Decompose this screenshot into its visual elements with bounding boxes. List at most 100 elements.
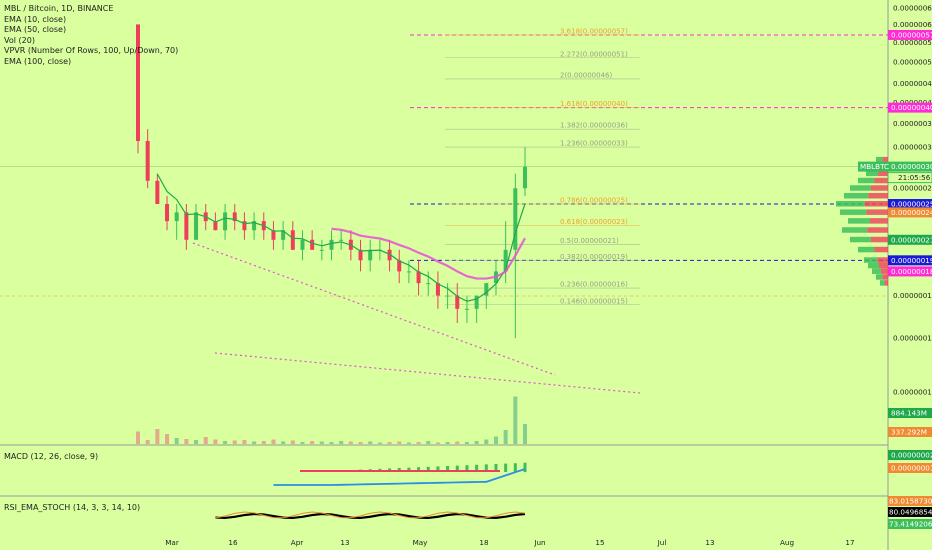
- legend-vpvr[interactable]: VPVR (Number Of Rows, 100, Up/Down, 70): [4, 46, 179, 55]
- ema50-line: [331, 227, 526, 280]
- vpvr-bar-down: [880, 268, 888, 274]
- legend-ema10[interactable]: EMA (10, close): [4, 14, 67, 24]
- price-tag-text: 0.00000057: [891, 30, 932, 39]
- candle-body: [339, 239, 344, 241]
- volume-bar: [203, 437, 208, 444]
- y-tick-label: 0.00000027: [893, 184, 932, 193]
- fib-label: 1.618(0.00000040): [560, 100, 628, 108]
- fib-label: 2.272(0.00000051): [560, 50, 628, 58]
- fib-label: 1.382(0.00000036): [560, 122, 628, 130]
- rsi-tag-text: 83.01587302: [889, 497, 932, 506]
- rsi-label[interactable]: RSI_EMA_STOCH (14, 3, 3, 14, 10): [4, 503, 141, 512]
- trendline-lower: [214, 352, 641, 394]
- candle-body: [281, 230, 286, 240]
- price-tag: [888, 199, 932, 210]
- legend-title[interactable]: MBL / Bitcoin, 1D, BINANCE: [4, 4, 114, 13]
- volume-bar: [397, 441, 402, 444]
- candle-body: [426, 283, 431, 285]
- fib-label: 0.786(0.00000025): [560, 197, 628, 205]
- fib-label: 0.618(0.00000023): [560, 218, 628, 226]
- macd-hist: [484, 464, 488, 472]
- volume-bars: [136, 396, 527, 444]
- vpvr-bar-up: [858, 177, 875, 184]
- macd-hist: [446, 466, 450, 472]
- macd-hist: [494, 464, 498, 472]
- candle-body: [484, 283, 489, 296]
- countdown-text: 21:05:56: [898, 173, 931, 182]
- price-tag: [888, 234, 932, 245]
- candle-body: [213, 221, 218, 231]
- price-tag: [888, 161, 932, 172]
- volume-bar: [348, 441, 353, 444]
- x-tick-label: Jun: [533, 538, 545, 547]
- volume-profile: [836, 156, 888, 286]
- y-tick-label: 0.00000037: [893, 119, 932, 128]
- y-tick-label: 0.00000055: [893, 38, 932, 47]
- legend-vol[interactable]: Vol (20): [4, 35, 35, 45]
- macd-tag: [888, 463, 932, 473]
- vpvr-bar-up: [858, 246, 875, 253]
- vpvr-bar-down: [874, 246, 888, 253]
- price-tag: [888, 255, 932, 266]
- legend-ema100[interactable]: EMA (100, close): [4, 56, 72, 66]
- vpvr-bar-down: [864, 201, 888, 207]
- volume-bar: [503, 430, 508, 444]
- macd-tag: [888, 450, 932, 460]
- candle-body: [445, 295, 450, 297]
- candle-body: [145, 140, 150, 181]
- volume-bar: [213, 439, 218, 444]
- volume-bar: [300, 442, 305, 444]
- y-tick-label: 0.00000041: [893, 98, 932, 107]
- volume-tag-text: 884.143M: [891, 409, 927, 418]
- symbol-tag-text: MBLBTC: [860, 162, 889, 171]
- candle-body: [155, 180, 160, 205]
- macd-hist: [475, 464, 479, 472]
- volume-bar: [455, 441, 460, 444]
- vpvr-bar-up: [866, 170, 879, 177]
- x-tick-label: Mar: [165, 538, 179, 547]
- fib-label: 0.5(0.00000021): [560, 237, 619, 245]
- x-tick-label: May: [413, 538, 429, 547]
- rsi-tag: [888, 496, 932, 506]
- volume-bar: [281, 441, 286, 444]
- volume-bar: [464, 442, 469, 444]
- vpvr-bar-up: [876, 156, 883, 163]
- volume-bar: [358, 442, 363, 444]
- volume-bar: [377, 442, 382, 444]
- volume-bar: [368, 441, 373, 444]
- y-tick-label: 0.00000013: [893, 334, 932, 343]
- macd-label[interactable]: MACD (12, 26, close, 9): [4, 452, 99, 461]
- rsi-tag: [888, 519, 932, 529]
- volume-bar: [155, 429, 160, 444]
- volume-bar: [426, 441, 431, 444]
- macd-signal-red: [300, 470, 500, 472]
- price-tag: [888, 266, 932, 277]
- rsi-ema-line: [215, 511, 526, 519]
- candle-body: [290, 230, 295, 250]
- price-tag: [888, 102, 932, 113]
- price-tag: [888, 207, 932, 218]
- vpvr-bar-down: [868, 192, 888, 199]
- grid-layer: [0, 0, 889, 550]
- volume-bar: [484, 439, 489, 444]
- volume-bar: [435, 442, 440, 444]
- macd-hist: [417, 467, 421, 472]
- candle-body: [416, 271, 421, 284]
- candle-body: [435, 283, 440, 296]
- price-tag-text: 0.00000021: [891, 235, 932, 244]
- y-tick-label: 0.00000016: [893, 291, 932, 300]
- macd-hist: [504, 463, 508, 472]
- fib-label: 0.382(0.00000019): [560, 253, 628, 261]
- price-tag-text: 0.00000025: [891, 200, 932, 209]
- x-tick-label: 13: [705, 538, 714, 547]
- candle-body: [474, 295, 479, 309]
- candle-body: [368, 249, 373, 261]
- legend-ema50[interactable]: EMA (50, close): [4, 25, 67, 34]
- candle-body: [223, 212, 228, 231]
- vpvr-bar-up: [840, 209, 867, 215]
- volume-bar: [387, 442, 392, 444]
- rsi-tag-text: 73.41492060: [889, 520, 932, 529]
- vpvr-bar-up: [844, 192, 869, 199]
